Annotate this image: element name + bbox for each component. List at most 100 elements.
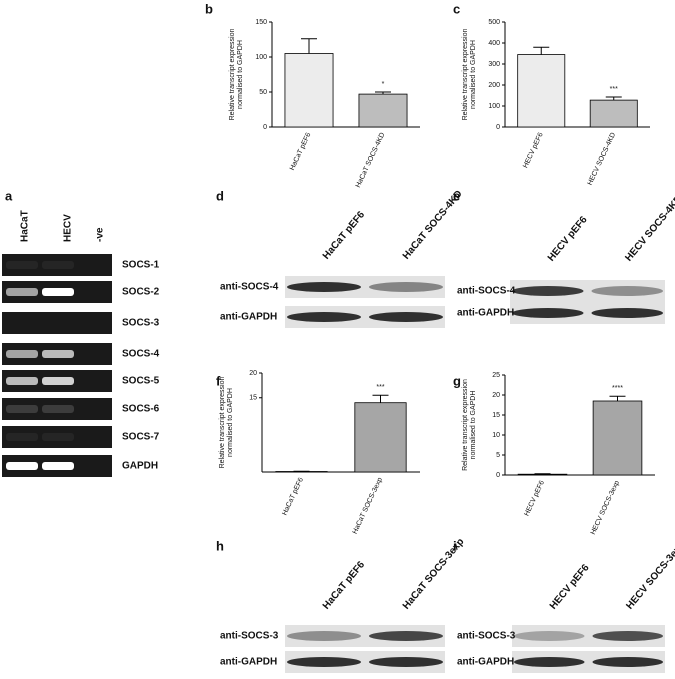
blot-band bbox=[369, 312, 443, 322]
x-tick-label: HECV SOCS-3exp bbox=[590, 480, 621, 536]
bar bbox=[354, 402, 407, 473]
y-axis-label: Relative transcript expression bbox=[462, 28, 469, 120]
blot-strip bbox=[510, 280, 665, 302]
y-tick-label: 20 bbox=[249, 370, 257, 377]
y-tick-label: 25 bbox=[492, 372, 500, 379]
row-label: anti-SOCS-3 bbox=[457, 631, 516, 642]
gel-band bbox=[42, 261, 74, 269]
y-tick-label: 15 bbox=[492, 412, 500, 419]
significance: *** bbox=[610, 86, 618, 93]
error-bar bbox=[301, 38, 317, 54]
x-tick-label: HECV pEF6 bbox=[524, 480, 547, 518]
significance: **** bbox=[612, 385, 623, 392]
x-tick-label: HaCaT pEF6 bbox=[281, 477, 305, 517]
error-bar bbox=[372, 394, 389, 403]
blot-strip bbox=[285, 625, 445, 647]
blot-band bbox=[369, 657, 443, 667]
blot-strip bbox=[512, 651, 665, 673]
blot-strip bbox=[285, 276, 445, 298]
gel-band bbox=[6, 462, 38, 470]
y-tick-label: 0 bbox=[496, 472, 500, 479]
blot-band bbox=[512, 286, 584, 296]
y-tick-label: 300 bbox=[488, 61, 500, 68]
lane-label: HECV pEF6 bbox=[546, 214, 590, 264]
blot-band bbox=[591, 286, 663, 296]
panel-letter: a bbox=[5, 188, 13, 203]
y-axis-label: normalised to GAPDH bbox=[470, 40, 477, 109]
x-tick-label: HaCaT SOCS-4KD bbox=[355, 132, 387, 189]
row-label: anti-GAPDH bbox=[220, 312, 277, 323]
blot-band bbox=[369, 282, 443, 292]
gel-band bbox=[6, 261, 38, 269]
row-label: GAPDH bbox=[122, 461, 158, 472]
panel-letter: d bbox=[216, 188, 224, 203]
blot-strip bbox=[512, 625, 665, 647]
gel-band bbox=[42, 405, 74, 413]
gel-band bbox=[42, 433, 74, 441]
error-bar bbox=[605, 96, 622, 101]
y-tick-label: 150 bbox=[255, 19, 267, 26]
y-axis-label: Relative transcript expression bbox=[462, 379, 469, 471]
lane-label: HaCaT pEF6 bbox=[321, 209, 368, 262]
y-axis-label: normalised to GAPDH bbox=[227, 388, 234, 457]
lane-label: HECV SOCS-3exp bbox=[624, 539, 675, 611]
y-tick-label: 5 bbox=[496, 452, 500, 459]
panel-letter: b bbox=[205, 1, 213, 16]
y-tick-label: 10 bbox=[492, 432, 500, 439]
gel-band bbox=[42, 350, 74, 358]
blot-band bbox=[287, 631, 361, 641]
blot-band bbox=[592, 657, 663, 667]
y-axis-label: normalised to GAPDH bbox=[470, 391, 477, 460]
row-label: SOCS-1 bbox=[122, 260, 160, 271]
x-tick-label: HaCaT pEF6 bbox=[289, 132, 313, 172]
y-tick-label: 400 bbox=[488, 40, 500, 47]
panel-letter: g bbox=[453, 373, 461, 388]
blot-band bbox=[514, 657, 585, 667]
panel-letter: h bbox=[216, 538, 224, 553]
significance: * bbox=[382, 81, 385, 88]
blot-band bbox=[592, 631, 663, 641]
y-tick-label: 20 bbox=[492, 392, 500, 399]
bar bbox=[592, 400, 643, 476]
blot-band bbox=[287, 282, 361, 292]
row-label: SOCS-7 bbox=[122, 432, 160, 443]
bar bbox=[358, 93, 408, 128]
lane-label: -ve bbox=[95, 227, 106, 242]
panel-letter: c bbox=[453, 1, 460, 16]
blot-band bbox=[512, 308, 584, 318]
error-bar bbox=[609, 395, 626, 401]
bar bbox=[517, 473, 568, 476]
gel-strip bbox=[2, 426, 112, 448]
significance: *** bbox=[376, 384, 384, 391]
panel-letter: f bbox=[216, 373, 221, 388]
blot-strip bbox=[285, 306, 445, 328]
gel-band bbox=[6, 405, 38, 413]
gel-strip bbox=[2, 398, 112, 420]
row-label: anti-SOCS-4 bbox=[220, 282, 279, 293]
gel-band bbox=[6, 433, 38, 441]
gel-band bbox=[6, 350, 38, 358]
y-axis-label: normalised to GAPDH bbox=[237, 40, 244, 109]
x-tick-label: HaCaT SOCS-3exp bbox=[352, 477, 384, 536]
lane-label: HaCaT pEF6 bbox=[321, 559, 368, 612]
panel-letter: i bbox=[453, 538, 457, 553]
row-label: anti-SOCS-3 bbox=[220, 631, 279, 642]
lane-label: HECV pEF6 bbox=[548, 562, 592, 612]
y-tick-label: 100 bbox=[255, 54, 267, 61]
row-label: SOCS-3 bbox=[122, 318, 160, 329]
gel-band bbox=[42, 377, 74, 385]
y-tick-label: 50 bbox=[259, 89, 267, 96]
error-bar bbox=[375, 91, 391, 95]
x-tick-label: HECV SOCS-4KD bbox=[587, 132, 618, 187]
bar bbox=[284, 53, 334, 128]
blot-band bbox=[287, 312, 361, 322]
row-label: anti-SOCS-4 bbox=[457, 286, 516, 297]
x-tick-label: HECV pEF6 bbox=[522, 132, 545, 170]
row-label: anti-GAPDH bbox=[457, 657, 514, 668]
error-bar bbox=[533, 46, 550, 55]
blot-strip bbox=[285, 651, 445, 673]
y-tick-label: 0 bbox=[496, 124, 500, 131]
lane-label: HECV bbox=[63, 214, 74, 242]
y-axis-label: Relative transcript expression bbox=[229, 28, 236, 120]
